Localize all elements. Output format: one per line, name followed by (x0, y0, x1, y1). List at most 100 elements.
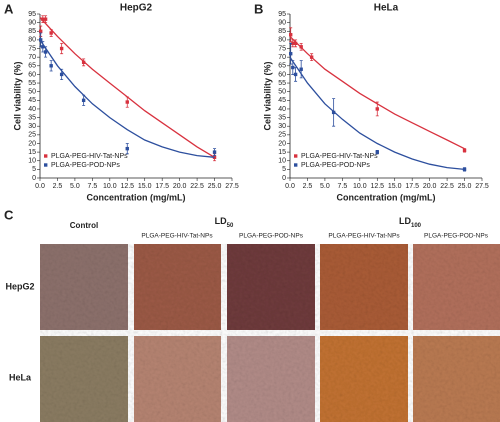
micrograph (320, 336, 408, 422)
data-point (309, 55, 314, 59)
ld-base: LD (399, 216, 411, 226)
legend-marker (44, 154, 48, 158)
subcolumn-header: PLGA-PEG-HIV-Tat-NPs (328, 233, 400, 240)
y-tick-label: 75 (28, 45, 36, 52)
y-tick-label: 50 (28, 89, 36, 96)
x-tick-label: 7.5 (337, 183, 347, 190)
y-tick-label: 90 (28, 19, 36, 26)
y-tick-label: 55 (28, 80, 36, 87)
data-point (41, 45, 45, 49)
subcolumn-header: PLGA-PEG-HIV-Tat-NPs (141, 233, 213, 240)
data-point (59, 72, 64, 77)
micrograph (40, 244, 128, 330)
x-tick-label: 25.0 (458, 183, 472, 190)
column-header: LD50 (215, 216, 234, 228)
legend-marker (294, 154, 298, 158)
data-point (293, 72, 298, 77)
micrograph (413, 336, 500, 422)
data-point (462, 148, 467, 153)
y-tick-label: 90 (278, 19, 286, 26)
micrographs (40, 244, 500, 422)
x-axis-label: Concentration (mg/mL) (87, 192, 186, 202)
y-tick-label: 10 (278, 158, 286, 165)
data-point (291, 41, 295, 46)
data-point (59, 46, 64, 51)
x-axis-label: Concentration (mg/mL) (337, 192, 436, 202)
micrograph (413, 244, 500, 330)
y-tick-label: 70 (28, 54, 36, 61)
micrograph (40, 336, 128, 422)
x-tick-label: 17.5 (155, 183, 169, 190)
data-point (81, 60, 86, 65)
x-tick-label: 12.5 (120, 183, 134, 190)
x-tick-label: 10.0 (103, 183, 117, 190)
data-point (299, 67, 303, 71)
column-header: Control (70, 221, 98, 230)
y-tick-label: 85 (278, 28, 286, 35)
row-header: HepG2 (5, 281, 34, 291)
x-tick-label: 27.5 (225, 183, 239, 190)
panel-label: C (4, 207, 14, 222)
row-header: HeLa (9, 372, 32, 382)
y-tick-label: 35 (278, 114, 286, 121)
data-point (212, 155, 217, 159)
data-point (43, 17, 48, 21)
y-tick-label: 35 (28, 114, 36, 121)
data-point (293, 41, 298, 46)
chart-title: HeLa (374, 3, 399, 14)
data-point (375, 150, 379, 154)
x-tick-label: 20.0 (173, 183, 187, 190)
fit-curve (39, 17, 215, 158)
y-tick-label: 95 (278, 11, 286, 18)
y-tick-label: 20 (28, 140, 36, 147)
x-tick-label: 2.5 (303, 183, 313, 190)
y-tick-label: 80 (28, 37, 36, 44)
x-tick-label: 15.0 (388, 183, 402, 190)
data-point (38, 29, 43, 33)
data-point (299, 45, 303, 49)
x-tick-label: 22.5 (190, 183, 204, 190)
fit-curve (289, 56, 465, 171)
micrograph (320, 244, 408, 330)
y-tick-label: 40 (278, 106, 286, 113)
y-tick-label: 15 (278, 149, 286, 156)
micrograph (227, 336, 315, 422)
y-tick-label: 10 (28, 158, 36, 165)
data-point (375, 107, 379, 111)
data-point (288, 33, 293, 37)
y-tick-label: 50 (278, 89, 286, 96)
y-tick-label: 45 (278, 97, 286, 104)
x-tick-label: 0.0 (285, 183, 295, 190)
y-tick-label: 5 (32, 166, 36, 173)
y-tick-label: 40 (28, 106, 36, 113)
y-axis-label: Cell viability (%) (12, 61, 22, 130)
data-point (41, 17, 45, 21)
data-point (43, 50, 48, 54)
y-tick-label: 25 (278, 132, 286, 139)
subcolumn-header: PLGA-PEG-POD-NPs (239, 233, 304, 240)
data-point (288, 52, 293, 56)
column-header: LD100 (399, 216, 422, 228)
y-tick-label: 20 (278, 140, 286, 147)
y-tick-label: 80 (278, 37, 286, 44)
panel-label: B (254, 1, 263, 16)
x-tick-label: 0.0 (35, 183, 45, 190)
y-tick-label: 65 (28, 63, 36, 70)
x-tick-label: 20.0 (423, 183, 437, 190)
y-tick-label: 5 (282, 166, 286, 173)
y-tick-label: 45 (28, 97, 36, 104)
data-point (212, 150, 217, 154)
y-tick-label: 70 (278, 54, 286, 61)
y-tick-label: 55 (278, 80, 286, 87)
y-tick-label: 25 (28, 132, 36, 139)
x-tick-label: 2.5 (53, 183, 63, 190)
y-tick-label: 0 (282, 175, 286, 182)
data-point (462, 167, 467, 172)
y-tick-label: 0 (32, 175, 36, 182)
data-point (125, 146, 129, 151)
data-point (125, 100, 129, 104)
legend-label: PLGA-PEG-HIV-Tat-NPs (51, 153, 128, 160)
x-tick-label: 7.5 (87, 183, 97, 190)
data-point (38, 38, 43, 42)
